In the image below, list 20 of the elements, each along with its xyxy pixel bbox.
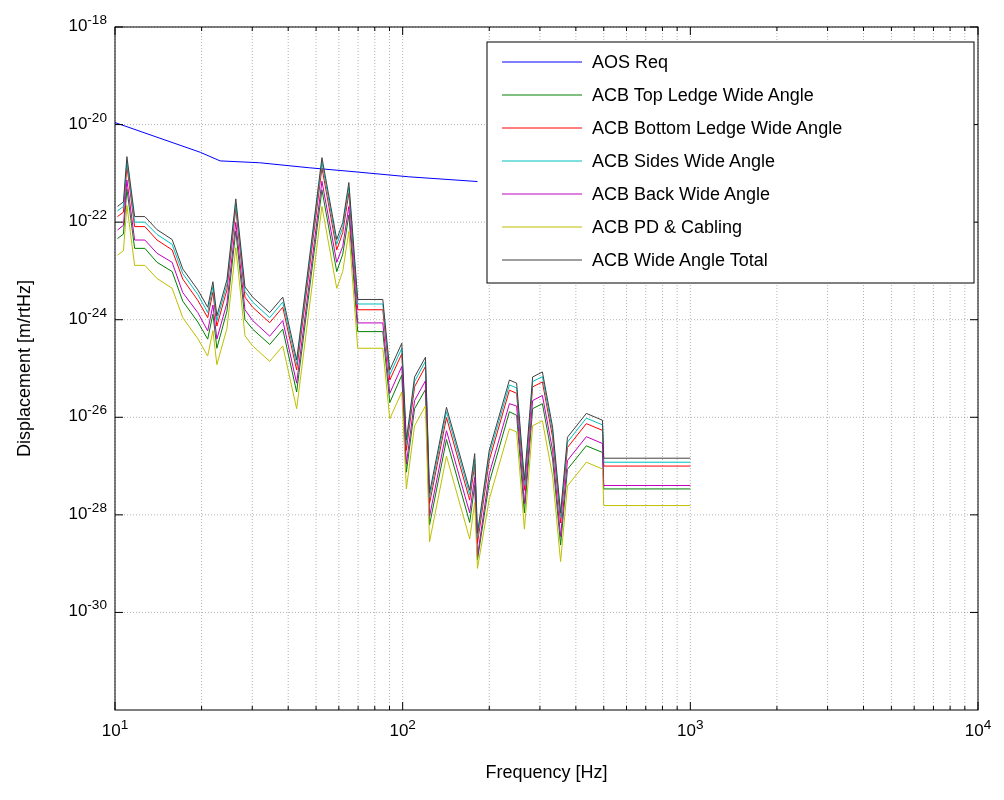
x-tick-label: 10$^{2}$	[389, 716, 416, 740]
y-tick-label: 10$^{-24}$	[68, 304, 108, 328]
y-tick-label: 10$^{-22}$	[68, 206, 107, 231]
legend-label: AOS Req	[592, 52, 669, 72]
legend-label: ACB Sides Wide Angle	[592, 151, 776, 171]
x-tick-label: 10$^{3}$	[677, 716, 704, 740]
y-axis-title: Displacement [m/rtHz]	[14, 279, 34, 458]
y-tick-label: 10$^{-26}$	[68, 401, 107, 426]
x-tick-label: 10$^{4}$	[964, 716, 992, 740]
legend-label: ACB PD & Cabling	[592, 217, 743, 237]
legend-label: ACB Back Wide Angle	[592, 184, 771, 204]
y-tick-label: 10$^{-18}$	[68, 11, 107, 35]
y-tick-label: 10$^{-20}$	[68, 109, 108, 133]
legend-label: ACB Bottom Ledge Wide Angle	[592, 118, 843, 138]
y-tick-label: 10$^{-30}$	[68, 596, 108, 621]
x-axis-title: Frequency [Hz]	[485, 762, 608, 782]
x-tick-label: 10$^{1}$	[101, 716, 129, 740]
legend-label: ACB Top Ledge Wide Angle	[592, 85, 814, 105]
y-tick-label: 10$^{-28}$	[68, 499, 107, 523]
legend-label: ACB Wide Angle Total	[592, 250, 768, 270]
